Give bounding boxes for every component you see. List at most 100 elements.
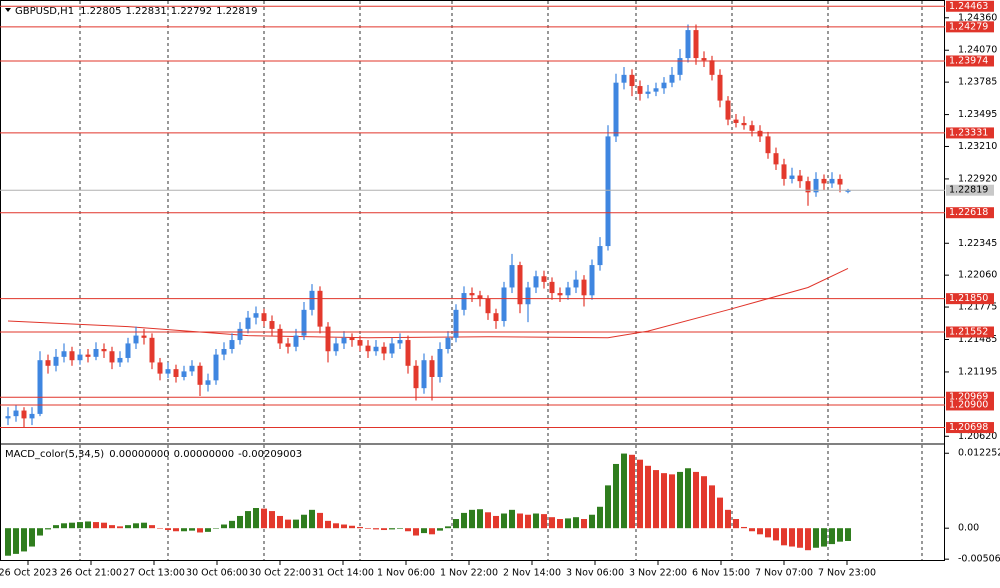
candle-body: [333, 343, 339, 352]
histogram-bar: [805, 528, 811, 551]
y-tick-label: 1.20620: [958, 431, 997, 442]
x-tick-label: 3 Nov 22:00: [629, 568, 687, 579]
y-tick-label: 1.23495: [958, 109, 997, 120]
histogram-bar: [549, 517, 555, 529]
histogram-bar: [181, 528, 187, 532]
histogram-bar: [389, 528, 395, 530]
candle-body: [741, 122, 747, 126]
candle-body: [469, 293, 475, 296]
histogram-bar: [149, 525, 155, 529]
candle-body: [157, 362, 163, 374]
histogram-bar: [397, 528, 403, 529]
candle-body: [581, 279, 587, 296]
histogram-bar: [429, 528, 435, 535]
x-tick-label: 1 Nov 06:00: [377, 568, 435, 579]
histogram-bar: [669, 474, 675, 529]
x-tick-label: 7 Nov 23:00: [818, 568, 876, 579]
candle-body: [653, 88, 659, 92]
histogram-bar: [509, 509, 515, 529]
indicator-readout: -0.00209003: [238, 449, 302, 460]
candle-body: [45, 360, 51, 366]
y-tick-label: 1.22920: [958, 173, 997, 184]
candle-body: [629, 74, 635, 87]
chart-header: GBPUSD,H1 1.22805 1.22831 1.22792 1.22819: [15, 6, 258, 17]
histogram-bar: [213, 528, 219, 529]
histogram-bar: [205, 528, 211, 532]
menu-arrow[interactable]: [5, 8, 11, 12]
candle-body: [349, 337, 355, 341]
open-readout: 1.22805: [80, 6, 121, 17]
candle-body: [293, 335, 299, 347]
histogram-bar: [829, 528, 835, 545]
histogram-bar: [613, 463, 619, 529]
x-tick-label: 31 Oct 14:00: [312, 568, 374, 579]
high-readout: 1.22831: [125, 6, 166, 17]
x-tick-label: 3 Nov 06:00: [566, 568, 624, 579]
candle-body: [341, 337, 347, 344]
level-label: 1.21850: [949, 293, 988, 304]
histogram-bar: [173, 528, 179, 532]
y-tick-label: 1.22060: [958, 270, 997, 281]
level-tag: [946, 127, 994, 139]
candle-body: [269, 321, 275, 329]
candle-body: [373, 346, 379, 352]
x-tick-label: 7 Nov 07:00: [755, 568, 813, 579]
histogram-bar: [125, 525, 131, 529]
candle-body: [765, 136, 771, 154]
histogram-bar: [709, 485, 715, 529]
histogram-bar: [557, 519, 563, 529]
candle-body: [21, 410, 27, 419]
histogram-bar: [637, 459, 643, 529]
candle-body: [125, 343, 131, 358]
histogram-bar: [629, 454, 635, 529]
candle-body: [837, 178, 843, 185]
histogram-bar: [533, 513, 539, 529]
candle-body: [205, 380, 211, 385]
histogram-bar: [165, 528, 171, 531]
candle-body: [309, 290, 315, 310]
candle-body: [605, 136, 611, 247]
candle-body: [365, 345, 371, 352]
candle-body: [485, 298, 491, 314]
histogram-bar: [685, 468, 691, 529]
candle-body: [525, 287, 531, 305]
level-label: 1.23974: [949, 55, 988, 66]
histogram-bar: [117, 526, 123, 529]
candle-body: [677, 58, 683, 75]
candle-body: [53, 356, 59, 366]
candle-body: [389, 343, 395, 354]
candle-body: [821, 178, 827, 184]
histogram-bar: [221, 524, 227, 529]
histogram-bar: [749, 528, 755, 532]
candle-body: [501, 287, 507, 322]
histogram-bar: [373, 528, 379, 530]
level-label: 1.24279: [949, 21, 988, 32]
y-tick-label: 0.00: [958, 523, 979, 534]
level-tag: [946, 422, 994, 434]
histogram-bar: [757, 528, 763, 535]
level-label: 1.20900: [949, 399, 988, 410]
candle-body: [141, 335, 147, 338]
candle-body: [301, 309, 307, 336]
histogram-bar: [21, 528, 27, 552]
histogram-bar: [733, 519, 739, 529]
level-label: 1.20698: [949, 422, 988, 433]
candle-body: [845, 190, 851, 192]
level-tag: [946, 55, 994, 67]
y-tick-label: 1.23210: [958, 141, 997, 152]
x-tick-label: 26 Oct 2023: [0, 568, 57, 579]
histogram-bar: [453, 519, 459, 529]
histogram-bar: [781, 528, 787, 546]
histogram-bar: [381, 528, 387, 531]
candle-body: [645, 91, 651, 94]
level-label: 1.24463: [949, 1, 988, 12]
histogram-bar: [813, 528, 819, 548]
histogram-bar: [581, 519, 587, 529]
candle-body: [173, 369, 179, 377]
candle-body: [213, 354, 219, 381]
candle-body: [253, 313, 259, 318]
low-readout: 1.22792: [171, 6, 212, 17]
histogram-bar: [677, 471, 683, 529]
level-label: 1.21552: [949, 326, 988, 337]
histogram-bar: [45, 528, 51, 530]
